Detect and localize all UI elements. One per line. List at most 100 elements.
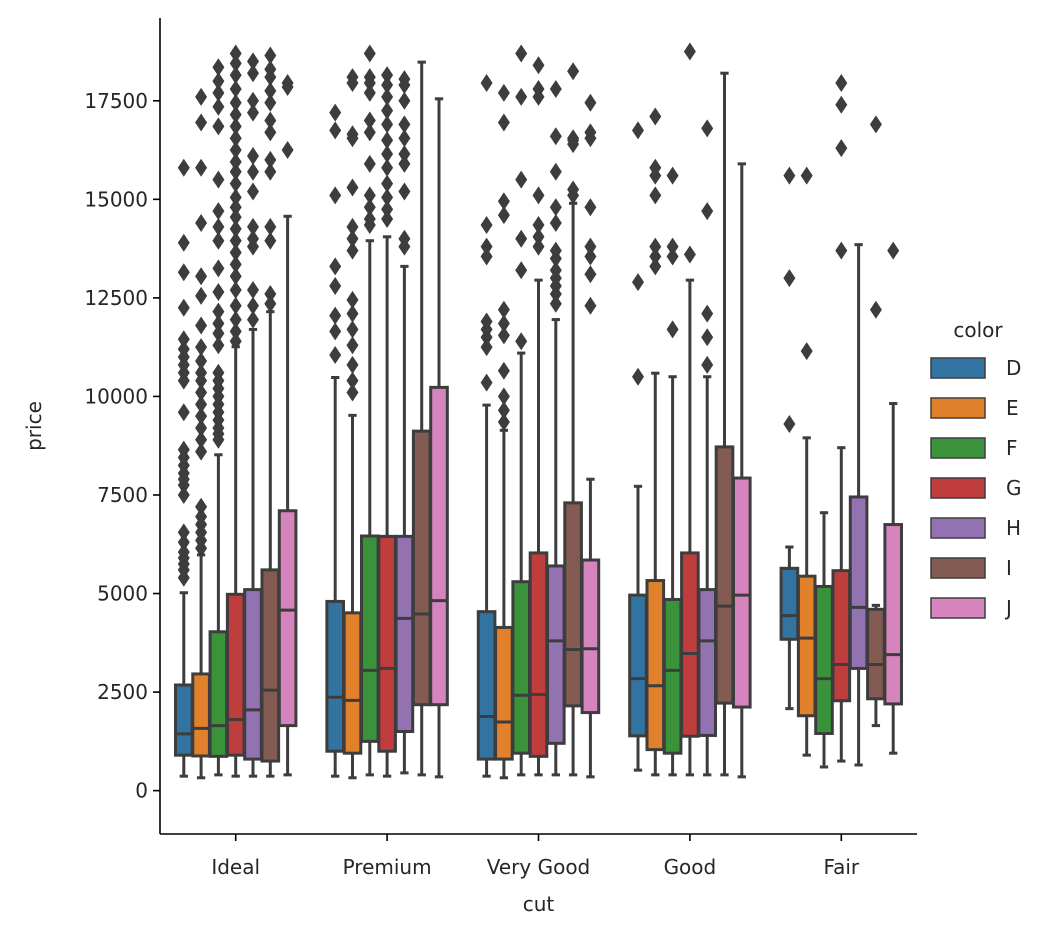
box-very-good-G <box>528 56 549 777</box>
outlier-point <box>783 415 796 434</box>
outlier-point <box>247 182 260 201</box>
outlier-point <box>515 261 528 280</box>
outlier-point <box>835 74 848 93</box>
box-body <box>796 574 817 718</box>
box-fair-F <box>814 511 834 769</box>
outlier-point <box>381 174 394 193</box>
x-axis-label: cut <box>523 892 555 916</box>
outlier-point <box>363 198 376 217</box>
outlier-point <box>264 231 277 250</box>
box-body <box>325 599 345 753</box>
outlier-point <box>398 91 411 110</box>
outlier-point <box>264 81 277 100</box>
outlier-point <box>532 227 545 246</box>
box-fair-I <box>866 115 886 728</box>
box-good-E <box>645 107 666 777</box>
outlier-point <box>264 46 277 65</box>
box-fair-J <box>883 241 904 755</box>
outlier-point <box>887 241 900 260</box>
outlier-point <box>631 273 644 292</box>
outlier-point <box>701 202 714 221</box>
outlier-point <box>195 286 208 305</box>
legend-label-H: H <box>1006 516 1021 540</box>
box-body <box>628 593 648 738</box>
outlier-point <box>212 314 225 333</box>
outlier-point <box>649 257 662 276</box>
outlier-point <box>346 304 359 323</box>
outlier-point <box>584 247 597 266</box>
outlier-point <box>177 533 190 552</box>
box-body <box>697 588 718 737</box>
outlier-point <box>398 70 411 89</box>
outlier-point <box>480 74 493 93</box>
box-good-I <box>714 71 735 777</box>
outlier-point <box>363 186 376 205</box>
outlier-point <box>177 330 190 349</box>
outlier-point <box>229 281 242 299</box>
box-premium-D <box>325 103 345 778</box>
outlier-point <box>329 121 342 140</box>
box-very-good-E <box>494 83 514 780</box>
outlier-point <box>497 83 510 102</box>
outlier-point <box>212 302 225 321</box>
outlier-point <box>229 310 242 329</box>
outlier-point <box>346 383 359 402</box>
legend-swatch-H <box>930 517 986 539</box>
outlier-point <box>195 87 208 106</box>
legend-swatch-D <box>930 357 986 379</box>
box-body <box>732 476 752 709</box>
outlier-point <box>381 66 394 85</box>
outlier-point <box>212 202 225 221</box>
outlier-point <box>549 261 562 280</box>
outlier-point <box>584 93 597 112</box>
outlier-point <box>195 418 208 437</box>
outlier-point <box>329 257 342 276</box>
outlier-point <box>800 342 813 361</box>
outlier-point <box>567 62 580 81</box>
outlier-point <box>229 54 242 73</box>
box-body <box>359 534 380 743</box>
outlier-point <box>631 121 644 140</box>
box-good-H <box>697 119 718 777</box>
legend-label-J: J <box>1004 596 1012 620</box>
box-body <box>411 429 432 707</box>
legend-label-I: I <box>1006 556 1012 580</box>
outlier-point <box>783 269 796 288</box>
outlier-point <box>212 363 225 382</box>
box-premium-F <box>359 44 380 777</box>
outlier-point <box>381 115 394 134</box>
outlier-point <box>195 395 208 414</box>
outlier-point <box>515 229 528 248</box>
box-body <box>580 558 601 715</box>
outlier-point <box>783 166 796 185</box>
y-tick-label: 17500 <box>84 89 148 113</box>
legend-title: color <box>953 318 1003 342</box>
outlier-point <box>177 340 190 359</box>
outlier-point <box>549 198 562 217</box>
outlier-point <box>212 83 225 102</box>
outlier-point <box>281 74 294 93</box>
box-body <box>394 534 415 734</box>
outlier-point <box>195 507 208 526</box>
box-body <box>645 579 666 752</box>
outlier-point <box>398 154 411 173</box>
outlier-point <box>247 52 260 71</box>
box-premium-I <box>411 60 432 777</box>
outlier-point <box>264 217 277 236</box>
legend-label-F: F <box>1006 436 1018 460</box>
box-ideal-J <box>277 74 298 777</box>
box-body <box>476 610 497 761</box>
outlier-point <box>212 170 225 189</box>
outlier-point <box>515 87 528 106</box>
outlier-point <box>515 170 528 189</box>
outlier-point <box>497 361 510 380</box>
outlier-point <box>212 97 225 116</box>
box-fair-D <box>779 166 800 711</box>
outlier-point <box>398 229 411 248</box>
outlier-point <box>497 326 510 345</box>
outlier-point <box>229 174 242 193</box>
outlier-point <box>177 523 190 542</box>
